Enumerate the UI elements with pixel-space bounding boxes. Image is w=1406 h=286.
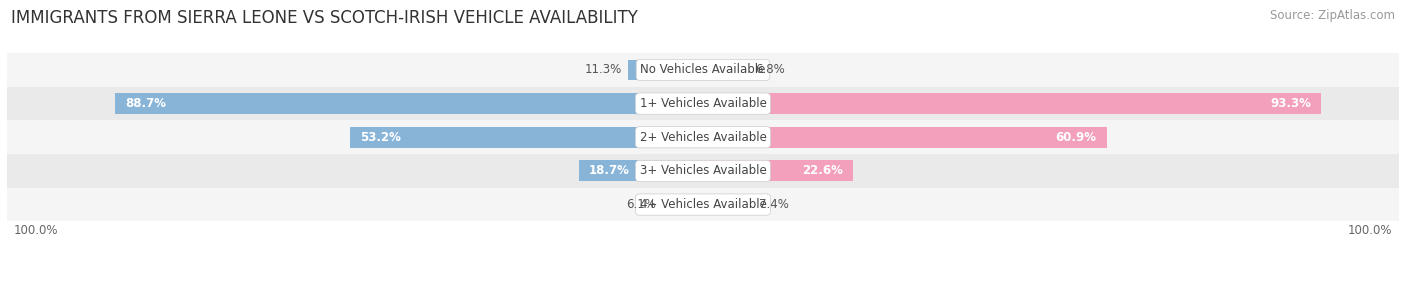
Bar [703,59,748,80]
Text: Source: ZipAtlas.com: Source: ZipAtlas.com [1270,9,1395,21]
Bar [7,87,1399,120]
Text: 93.3%: 93.3% [1271,97,1312,110]
Text: 60.9%: 60.9% [1056,131,1097,144]
Text: 18.7%: 18.7% [589,164,630,177]
Bar [703,93,1322,114]
Text: 100.0%: 100.0% [1348,224,1392,237]
Bar [7,188,1399,221]
Text: 2+ Vehicles Available: 2+ Vehicles Available [640,131,766,144]
Bar [7,120,1399,154]
Text: 1+ Vehicles Available: 1+ Vehicles Available [640,97,766,110]
Text: 4+ Vehicles Available: 4+ Vehicles Available [640,198,766,211]
Text: 7.4%: 7.4% [759,198,789,211]
Text: No Vehicles Available: No Vehicles Available [640,63,766,76]
Text: 53.2%: 53.2% [360,131,401,144]
Bar [350,127,703,148]
Bar [7,53,1399,87]
Bar [7,154,1399,188]
Text: 11.3%: 11.3% [585,63,621,76]
Legend: Immigrants from Sierra Leone, Scotch-Irish: Immigrants from Sierra Leone, Scotch-Iri… [551,284,855,286]
Bar [662,194,703,215]
Text: 88.7%: 88.7% [125,97,166,110]
Text: 6.8%: 6.8% [755,63,785,76]
Text: 100.0%: 100.0% [14,224,58,237]
Bar [115,93,703,114]
Bar [703,127,1107,148]
Bar [703,160,853,181]
Bar [579,160,703,181]
Text: 3+ Vehicles Available: 3+ Vehicles Available [640,164,766,177]
Text: 22.6%: 22.6% [801,164,842,177]
Bar [628,59,703,80]
Text: 6.1%: 6.1% [626,198,657,211]
Bar [703,194,752,215]
Text: IMMIGRANTS FROM SIERRA LEONE VS SCOTCH-IRISH VEHICLE AVAILABILITY: IMMIGRANTS FROM SIERRA LEONE VS SCOTCH-I… [11,9,638,27]
